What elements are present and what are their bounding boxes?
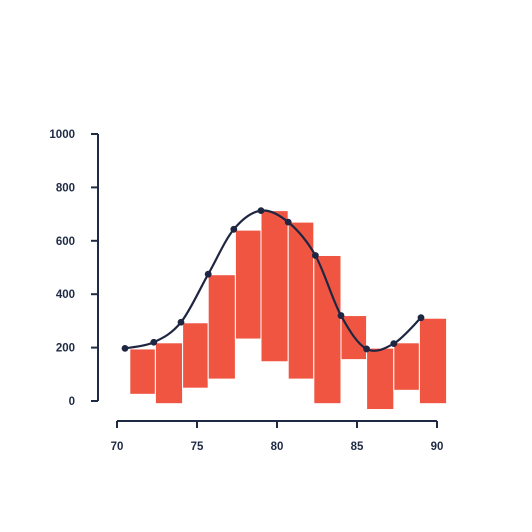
x-tick-label-75: 75 <box>191 441 204 453</box>
line-layer <box>121 207 425 353</box>
y-tick-label-0: 0 <box>69 396 75 408</box>
x-tick-label-90: 90 <box>431 441 444 453</box>
y-tick-label-200: 200 <box>56 343 75 355</box>
line-point-3 <box>177 318 185 326</box>
y-tick-label-400: 400 <box>56 289 75 301</box>
line-point-1 <box>121 345 129 352</box>
bars-layer <box>129 210 448 411</box>
axes-layer: 0 200 400 600 800 1000 70 75 80 85 90 <box>49 129 443 453</box>
bar-12 <box>418 317 448 405</box>
x-tick-label-85: 85 <box>351 441 364 453</box>
x-tick-label-70: 70 <box>111 441 124 453</box>
line-point-7 <box>284 218 292 226</box>
line-point-12 <box>417 314 425 322</box>
y-tick-label-1000: 1000 <box>49 129 75 141</box>
bar-8 <box>313 254 342 405</box>
line-point-5 <box>230 225 238 233</box>
x-tick-label-80: 80 <box>271 441 284 453</box>
bar-6 <box>260 210 289 363</box>
bar-2 <box>154 342 184 405</box>
bar-1 <box>129 348 156 395</box>
y-tick-label-800: 800 <box>56 182 75 194</box>
line-point-6 <box>257 207 265 215</box>
line-point-8 <box>312 252 319 259</box>
line-point-11 <box>390 340 398 347</box>
y-tick-label-600: 600 <box>56 236 75 248</box>
line-point-9 <box>337 312 345 319</box>
line-point-4 <box>204 270 212 278</box>
line-point-10 <box>363 345 370 353</box>
bar-11 <box>393 342 420 391</box>
bar-5 <box>234 229 262 340</box>
bar-7 <box>287 221 315 380</box>
line-point-2 <box>150 338 158 346</box>
bar-10 <box>366 347 395 411</box>
bar-3 <box>182 322 209 389</box>
bar-4 <box>207 274 236 380</box>
